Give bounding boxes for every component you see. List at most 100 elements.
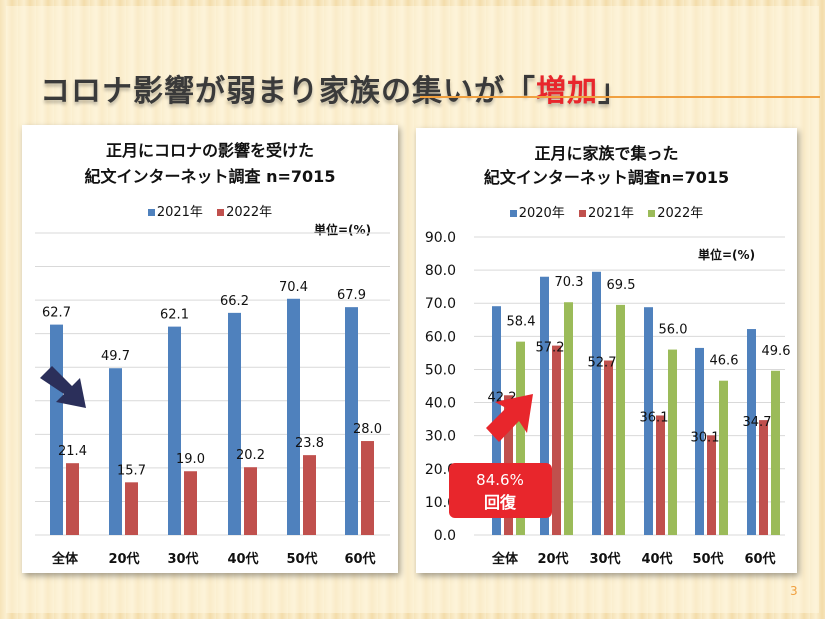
y-tick-label: 30.0 bbox=[425, 429, 456, 445]
bar-2022年 bbox=[516, 341, 525, 535]
y-tick-label: 10.0 bbox=[425, 495, 456, 511]
bar-2022年 bbox=[125, 482, 138, 535]
page-number: 3 bbox=[790, 584, 798, 598]
y-tick-label: 90.0 bbox=[425, 230, 456, 246]
bar-2022年 bbox=[564, 302, 573, 535]
bar-2022年 bbox=[719, 380, 728, 535]
data-label: 70.4 bbox=[279, 280, 308, 295]
x-tick-label: 40代 bbox=[641, 551, 672, 567]
data-label: 70.3 bbox=[555, 275, 584, 290]
data-label: 58.4 bbox=[507, 315, 536, 330]
legend-2022: 2022年 bbox=[217, 205, 272, 220]
right-chart-title-2: 紀文インターネット調査n=7015 bbox=[483, 168, 730, 187]
data-label: 21.4 bbox=[58, 444, 87, 459]
down-arrow-icon bbox=[40, 366, 86, 408]
left-chart-title-2: 紀文インターネット調査 n=7015 bbox=[84, 167, 336, 186]
data-label: 52.7 bbox=[588, 356, 617, 371]
title-highlight: 増加 bbox=[536, 74, 598, 109]
y-tick-label: 80.0 bbox=[425, 263, 456, 279]
title-text: コロナ影響が弱まり家族の集いが「 bbox=[40, 74, 536, 109]
callout-text: 回復 bbox=[484, 493, 517, 512]
bar-2022年 bbox=[771, 370, 780, 535]
x-tick-label: 20代 bbox=[537, 551, 568, 567]
bar-2021年 bbox=[707, 435, 716, 535]
bar-2022年 bbox=[616, 304, 625, 535]
legend-2022: 2022年 bbox=[648, 206, 703, 221]
legend-swatch-blue bbox=[147, 209, 155, 216]
data-label: 49.6 bbox=[762, 344, 791, 359]
legend-swatch-red bbox=[217, 209, 225, 216]
title-underline bbox=[420, 96, 820, 98]
data-label: 62.1 bbox=[160, 308, 189, 323]
x-tick-label: 30代 bbox=[167, 551, 198, 567]
data-label: 66.2 bbox=[220, 294, 249, 309]
data-label: 46.6 bbox=[710, 354, 739, 369]
left-chart-title-1: 正月にコロナの影響を受けた bbox=[105, 141, 314, 160]
bar-2021年 bbox=[345, 307, 358, 535]
right-unit-label: 単位=(%) bbox=[698, 248, 756, 262]
bar-2022年 bbox=[668, 349, 677, 535]
callout-percent: 84.6% bbox=[476, 471, 524, 489]
bar-2021年 bbox=[552, 345, 561, 535]
x-tick-label: 20代 bbox=[108, 551, 139, 567]
data-label: 20.2 bbox=[236, 448, 265, 463]
bar-2020年 bbox=[540, 276, 549, 535]
legend-swatch-green bbox=[648, 210, 656, 217]
bar-2021年 bbox=[168, 326, 181, 535]
legend-swatch-blue bbox=[509, 210, 517, 217]
y-tick-label: 20.0 bbox=[425, 462, 456, 478]
bar-2021年 bbox=[759, 420, 768, 535]
x-tick-label: 60代 bbox=[344, 551, 375, 567]
y-tick-label: 40.0 bbox=[425, 396, 456, 412]
x-tick-label: 全体 bbox=[491, 551, 519, 567]
x-tick-label: 60代 bbox=[744, 551, 775, 567]
bar-2020年 bbox=[747, 329, 756, 535]
data-label: 36.1 bbox=[640, 410, 669, 425]
bar-2020年 bbox=[592, 271, 601, 535]
data-label: 69.5 bbox=[607, 278, 636, 293]
right-legend: 2020年 2021年 2022年 bbox=[416, 202, 797, 221]
data-label: 49.7 bbox=[101, 349, 130, 364]
bar-2021年 bbox=[287, 298, 300, 535]
left-legend: 2021年 2022年 bbox=[22, 201, 398, 220]
bar-2022年 bbox=[184, 471, 197, 535]
bar-2021年 bbox=[656, 415, 665, 535]
legend-2021: 2021年 bbox=[147, 205, 203, 220]
x-tick-label: 50代 bbox=[692, 551, 723, 567]
bar-2021年 bbox=[604, 360, 613, 535]
data-label: 23.8 bbox=[295, 436, 324, 451]
legend-2021: 2021年 bbox=[578, 206, 634, 221]
bar-2020年 bbox=[644, 307, 653, 535]
y-tick-label: 50.0 bbox=[425, 362, 456, 378]
data-label: 62.7 bbox=[42, 306, 71, 321]
bar-2020年 bbox=[695, 347, 704, 535]
y-tick-label: 70.0 bbox=[425, 296, 456, 312]
bar-2021年 bbox=[109, 368, 122, 535]
x-tick-label: 40代 bbox=[227, 551, 258, 567]
data-label: 67.9 bbox=[337, 288, 366, 303]
bar-2022年 bbox=[244, 467, 257, 535]
bar-2021年 bbox=[228, 312, 241, 535]
legend-2020: 2020年 bbox=[509, 206, 565, 221]
y-tick-label: 60.0 bbox=[425, 329, 456, 345]
data-label: 15.7 bbox=[117, 463, 146, 478]
recovery-callout bbox=[449, 463, 552, 518]
bar-2022年 bbox=[303, 455, 316, 535]
data-label: 34.7 bbox=[743, 415, 772, 430]
data-label: 57.2 bbox=[536, 341, 565, 356]
title-bracket: 」 bbox=[598, 74, 629, 109]
right-chart-title-1: 正月に家族で集った bbox=[534, 144, 679, 163]
x-tick-label: 50代 bbox=[286, 551, 317, 567]
x-tick-label: 全体 bbox=[51, 551, 79, 567]
bar-2022年 bbox=[66, 463, 79, 535]
x-tick-label: 30代 bbox=[589, 551, 620, 567]
bar-2021年 bbox=[50, 324, 63, 535]
left-chart-panel: 正月にコロナの影響を受けた 紀文インターネット調査 n=7015 2021年 2… bbox=[22, 125, 398, 573]
legend-swatch-red bbox=[578, 210, 586, 217]
data-label: 30.1 bbox=[691, 430, 720, 445]
slide-title: コロナ影響が弱まり家族の集いが「増加」 bbox=[40, 66, 629, 110]
data-label: 19.0 bbox=[176, 452, 205, 467]
bar-2022年 bbox=[361, 441, 374, 535]
data-label: 28.0 bbox=[353, 422, 382, 437]
